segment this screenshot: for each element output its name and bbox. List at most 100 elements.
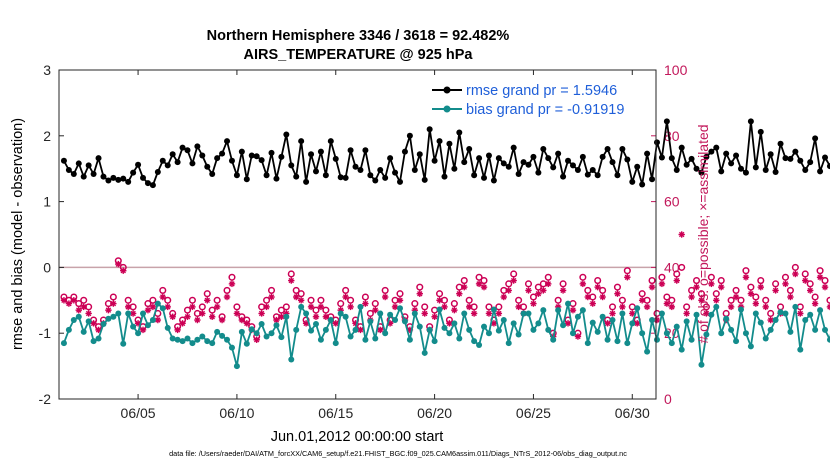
bias-point xyxy=(614,338,621,345)
obs-assimilated-point xyxy=(322,313,330,320)
bias-point xyxy=(327,317,334,324)
bias-point xyxy=(703,331,710,338)
bias-point xyxy=(604,336,611,343)
obs-possible-point xyxy=(786,286,794,294)
bias-point xyxy=(283,313,290,320)
obs-possible-point xyxy=(515,296,523,304)
obs-possible-point xyxy=(608,303,617,311)
bias-point xyxy=(248,326,255,333)
title-block: Northern Hemisphere 3346 / 3618 = 92.482… xyxy=(207,28,510,63)
bias-point xyxy=(525,310,532,317)
rmse-point xyxy=(75,160,82,167)
y-left-tick-label: -2 xyxy=(39,391,52,407)
obs-assimilated-point xyxy=(614,290,621,297)
y-right-tick-label: 60 xyxy=(664,194,680,210)
rmse-point xyxy=(243,176,250,183)
obs-possible-point xyxy=(554,296,562,304)
rmse-point xyxy=(367,172,374,179)
rmse-point xyxy=(708,148,715,155)
rmse-point xyxy=(169,151,176,158)
obs-possible-point xyxy=(203,290,211,298)
obs-assimilated-point xyxy=(638,297,646,304)
bias-point xyxy=(787,328,794,335)
obs-possible-point xyxy=(717,277,725,285)
bias-point xyxy=(713,303,720,310)
obs-possible-point xyxy=(707,273,715,281)
obs-possible-point xyxy=(613,283,622,291)
obs-assimilated-point xyxy=(797,310,804,317)
obs-possible-point xyxy=(683,303,691,311)
bias-point xyxy=(347,333,354,340)
obs-assimilated-point xyxy=(189,303,196,311)
obs-possible-point xyxy=(421,303,429,311)
obs-assimilated-point xyxy=(658,280,666,288)
bias-point xyxy=(461,310,468,317)
bias-point xyxy=(767,326,774,333)
obs-assimilated-point xyxy=(540,287,547,294)
obs-possible-point xyxy=(485,303,493,311)
rmse-point xyxy=(471,172,478,179)
obs-assimilated-point xyxy=(500,293,507,301)
bias-point xyxy=(199,333,206,340)
rmse-point xyxy=(60,157,67,164)
obs-assimilated-point xyxy=(362,300,369,307)
obs-assimilated-point xyxy=(579,280,587,288)
rmse-point xyxy=(752,164,759,171)
obs-possible-point xyxy=(599,286,607,294)
obs-possible-point xyxy=(228,273,236,281)
obs-assimilated-point xyxy=(110,300,117,307)
bias-point xyxy=(263,333,270,340)
obs-assimilated-point xyxy=(782,280,789,288)
rmse-point xyxy=(401,148,408,155)
obs-assimilated-point xyxy=(60,297,68,304)
bias-point xyxy=(436,306,443,313)
axis-ticks: 06/05 06/10 06/15 06/20 06/25 06/30-2-1012302… xyxy=(39,62,688,421)
rmse-point xyxy=(209,170,216,177)
obs-assimilated-point xyxy=(436,297,443,304)
obs-possible-point xyxy=(584,286,592,294)
x-axis-label: Jun.01,2012 00:00:00 start xyxy=(271,429,444,445)
rmse-point xyxy=(273,175,280,182)
bias-point xyxy=(782,310,789,317)
obs-possible-point xyxy=(75,300,83,308)
obs-possible-point xyxy=(559,280,567,288)
bias-point xyxy=(273,322,280,329)
rmse-point xyxy=(485,152,492,159)
obs-assimilated-point xyxy=(574,333,582,340)
obs-assimilated-point xyxy=(317,303,325,311)
obs-possible-point xyxy=(668,296,676,304)
bias-point xyxy=(382,330,389,337)
rmse-point xyxy=(110,174,117,181)
bias-point xyxy=(65,326,72,333)
rmse-point xyxy=(65,167,72,174)
obs-assimilated-point xyxy=(416,290,423,297)
bias-point xyxy=(317,336,324,343)
bias-point xyxy=(490,306,497,313)
rmse-point xyxy=(283,131,290,138)
rmse-point xyxy=(456,129,463,136)
bias-point xyxy=(540,307,547,314)
obs-assimilated-point xyxy=(683,310,690,317)
rmse-point xyxy=(258,157,265,164)
bias-point xyxy=(278,334,285,341)
bias-point xyxy=(757,319,764,326)
bias-point xyxy=(579,307,586,314)
rmse-point xyxy=(179,144,186,151)
obs-assimilated-point xyxy=(139,326,147,334)
obs-possible-point xyxy=(109,293,117,301)
bias-point xyxy=(520,310,527,317)
rmse-point xyxy=(278,153,285,160)
obs-possible-point xyxy=(183,306,192,314)
obs-assimilated-point xyxy=(396,297,404,304)
obs-possible-point xyxy=(396,290,404,298)
bias-point xyxy=(723,315,730,322)
rmse-point xyxy=(303,178,310,185)
bias-point xyxy=(683,318,690,325)
obs-possible-point xyxy=(263,296,271,304)
chart-subtitle: AIRS_TEMPERATURE @ 925 hPa xyxy=(243,47,473,63)
rmse-point xyxy=(135,161,142,168)
obs-assimilated-point xyxy=(559,287,567,294)
obs-assimilated-point xyxy=(589,300,596,307)
obs-possible-point xyxy=(816,267,824,275)
bias-point xyxy=(456,335,463,342)
